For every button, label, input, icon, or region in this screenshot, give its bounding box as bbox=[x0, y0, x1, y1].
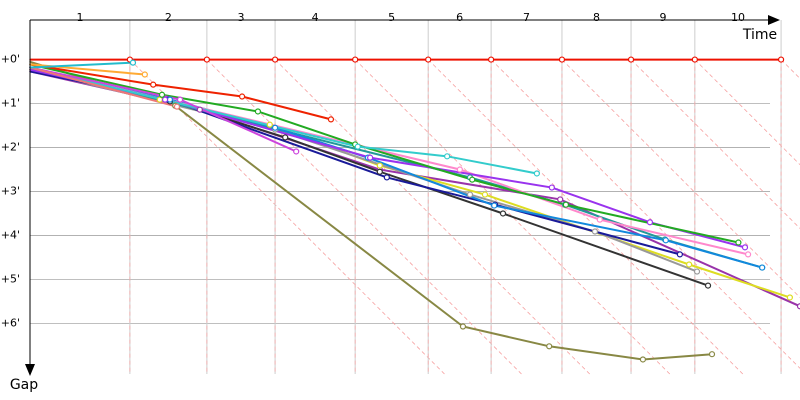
series-line bbox=[29, 70, 800, 308]
point bbox=[488, 56, 495, 63]
point bbox=[693, 268, 701, 275]
point bbox=[203, 56, 210, 63]
point bbox=[491, 202, 498, 209]
lap-diagonal bbox=[490, 59, 800, 369]
point bbox=[266, 121, 273, 128]
lap-label: 9 bbox=[659, 11, 666, 24]
point bbox=[735, 239, 742, 246]
point bbox=[499, 210, 507, 217]
point bbox=[708, 351, 716, 358]
point bbox=[786, 294, 793, 301]
point bbox=[639, 356, 647, 363]
point bbox=[367, 154, 374, 161]
series-line bbox=[29, 60, 713, 361]
series-line bbox=[29, 61, 134, 69]
y-tick-label: +3' bbox=[1, 185, 20, 198]
point bbox=[691, 56, 698, 63]
point bbox=[759, 264, 766, 271]
point bbox=[676, 251, 683, 258]
point bbox=[562, 201, 570, 208]
x-axis-arrow bbox=[768, 15, 780, 25]
point bbox=[254, 108, 262, 115]
y-tick-label: +4' bbox=[1, 228, 20, 241]
point bbox=[444, 153, 451, 160]
point bbox=[238, 93, 246, 100]
point bbox=[591, 228, 599, 235]
point bbox=[354, 143, 361, 150]
y-axis-label: Gap bbox=[10, 377, 38, 393]
x-axis-label: Time bbox=[742, 27, 777, 43]
point bbox=[459, 323, 467, 330]
point bbox=[548, 184, 555, 191]
lap-label: 10 bbox=[731, 11, 745, 24]
point bbox=[293, 148, 300, 155]
lap-label: 8 bbox=[593, 11, 600, 24]
y-tick-label: +1' bbox=[1, 97, 20, 110]
point bbox=[466, 191, 474, 198]
y-axis-arrow bbox=[25, 364, 35, 376]
point bbox=[282, 134, 289, 141]
lap-diagonal bbox=[780, 59, 800, 79]
point bbox=[176, 96, 184, 103]
plot bbox=[29, 56, 800, 363]
point bbox=[481, 191, 489, 198]
point bbox=[376, 162, 383, 169]
lap-label: 5 bbox=[388, 11, 395, 24]
point bbox=[686, 261, 693, 268]
lap-diagonal bbox=[561, 59, 800, 298]
point bbox=[558, 56, 566, 63]
lap-diagonal bbox=[630, 59, 800, 229]
point bbox=[741, 244, 749, 251]
lap-label: 4 bbox=[312, 11, 319, 24]
series-line bbox=[29, 66, 538, 175]
lap-label: 3 bbox=[237, 11, 244, 24]
point bbox=[546, 343, 553, 350]
lap-label: 1 bbox=[76, 11, 83, 24]
point bbox=[425, 56, 432, 63]
point bbox=[352, 56, 359, 63]
point bbox=[161, 96, 169, 103]
lap-label: 2 bbox=[165, 11, 172, 24]
lap-diagonal bbox=[694, 59, 800, 165]
point bbox=[327, 116, 335, 123]
point bbox=[627, 56, 635, 63]
point bbox=[744, 251, 752, 258]
point bbox=[533, 170, 540, 177]
point bbox=[383, 174, 390, 181]
y-tick-label: +5' bbox=[1, 272, 20, 285]
point bbox=[646, 219, 654, 226]
point bbox=[662, 237, 669, 244]
point bbox=[129, 59, 137, 66]
y-tick-label: +0' bbox=[1, 53, 20, 66]
point bbox=[271, 56, 279, 63]
lap-label: 6 bbox=[456, 11, 463, 24]
point bbox=[376, 168, 383, 175]
point bbox=[456, 166, 463, 173]
point bbox=[469, 176, 476, 183]
point bbox=[704, 282, 712, 289]
point bbox=[158, 91, 166, 98]
y-tick-label: +6' bbox=[1, 316, 20, 329]
point bbox=[271, 124, 279, 131]
point bbox=[141, 71, 148, 78]
point bbox=[196, 106, 203, 113]
lap-diagonal bbox=[427, 59, 744, 375]
point bbox=[156, 96, 163, 103]
point bbox=[777, 56, 785, 63]
lap-label: 7 bbox=[523, 11, 530, 24]
point bbox=[596, 216, 603, 223]
series-line bbox=[29, 66, 178, 108]
y-tick-label: +2' bbox=[1, 141, 20, 154]
point bbox=[173, 103, 181, 110]
lap-diagonal bbox=[206, 59, 522, 375]
series-line bbox=[29, 63, 332, 121]
point bbox=[150, 81, 157, 88]
point bbox=[557, 196, 564, 203]
point bbox=[796, 303, 800, 310]
